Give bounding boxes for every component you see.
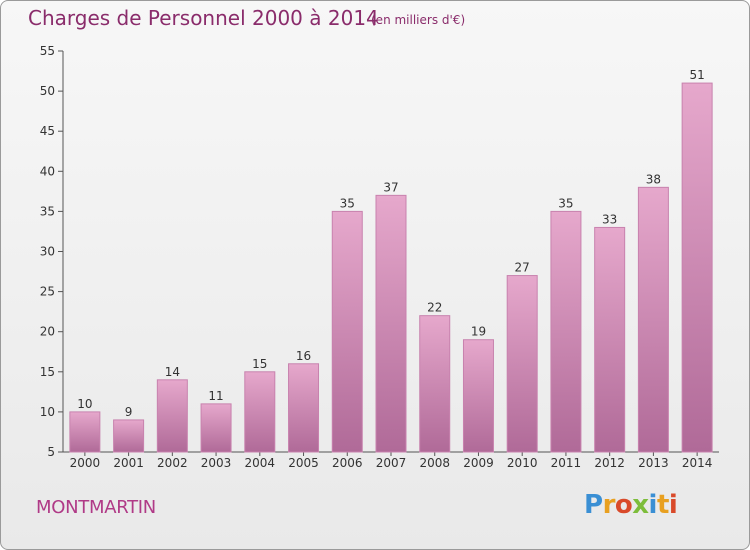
bar-value-label: 11 bbox=[208, 389, 223, 403]
x-tick-label: 2010 bbox=[507, 456, 538, 470]
y-tick-label: 35 bbox=[40, 204, 55, 218]
bar-value-label: 9 bbox=[125, 405, 133, 419]
x-tick-label: 2008 bbox=[419, 456, 450, 470]
bar-value-label: 27 bbox=[515, 261, 530, 275]
logo-letter: i bbox=[668, 490, 678, 520]
place-name: MONTMARTIN bbox=[36, 497, 156, 518]
bar bbox=[200, 403, 232, 453]
chart-bars bbox=[69, 82, 713, 453]
bar-value-label: 37 bbox=[383, 180, 398, 194]
bar bbox=[375, 194, 407, 453]
logo-letter: x bbox=[632, 490, 649, 520]
logo-letter: i bbox=[648, 490, 658, 520]
chart-subtitle: (en milliers d'€) bbox=[371, 13, 466, 27]
bar bbox=[113, 419, 145, 453]
y-tick-label: 55 bbox=[40, 44, 55, 58]
bar-value-label: 16 bbox=[296, 349, 311, 363]
y-tick-label: 40 bbox=[40, 164, 55, 178]
logo-letter: r bbox=[602, 490, 616, 520]
bar-value-label: 35 bbox=[340, 196, 355, 210]
x-tick-label: 2003 bbox=[201, 456, 232, 470]
x-tick-label: 2006 bbox=[332, 456, 363, 470]
proxiti-logo: Proxiti bbox=[584, 490, 678, 520]
logo-letter: t bbox=[656, 490, 669, 520]
bar bbox=[244, 371, 276, 453]
bar bbox=[681, 82, 713, 453]
bar-value-label: 14 bbox=[165, 365, 180, 379]
y-tick-label: 50 bbox=[40, 84, 55, 98]
bar-value-label: 38 bbox=[646, 172, 661, 186]
x-tick-label: 2013 bbox=[638, 456, 669, 470]
bar-value-label: 19 bbox=[471, 325, 486, 339]
bar-value-label: 15 bbox=[252, 357, 267, 371]
bar-value-label: 33 bbox=[602, 212, 617, 226]
bar bbox=[419, 315, 451, 453]
chart-title: Charges de Personnel 2000 à 2014 bbox=[28, 6, 379, 30]
y-tick-label: 5 bbox=[47, 445, 55, 459]
bar bbox=[550, 210, 582, 453]
bar bbox=[288, 363, 320, 453]
bar-value-label: 10 bbox=[77, 397, 92, 411]
bar bbox=[637, 186, 669, 453]
bar-value-label: 35 bbox=[558, 196, 573, 210]
y-tick-label: 20 bbox=[40, 325, 55, 339]
x-tick-label: 2000 bbox=[70, 456, 101, 470]
y-tick-label: 30 bbox=[40, 245, 55, 259]
bar bbox=[69, 411, 101, 453]
y-tick-label: 10 bbox=[40, 405, 55, 419]
x-tick-label: 2011 bbox=[551, 456, 582, 470]
bar bbox=[594, 226, 626, 453]
bar bbox=[506, 275, 538, 453]
logo-letter: P bbox=[584, 490, 603, 520]
x-tick-label: 2005 bbox=[288, 456, 319, 470]
y-tick-label: 15 bbox=[40, 365, 55, 379]
y-tick-label: 25 bbox=[40, 285, 55, 299]
x-tick-label: 2007 bbox=[376, 456, 407, 470]
y-tick-label: 45 bbox=[40, 124, 55, 138]
x-tick-label: 2009 bbox=[463, 456, 494, 470]
bar-value-label: 22 bbox=[427, 301, 442, 315]
x-tick-label: 2002 bbox=[157, 456, 188, 470]
chart-labels: 2000 10 2001 9 2002 14 2003 11 2004 15 2005 16 2006 3… bbox=[70, 68, 713, 470]
bar bbox=[156, 379, 188, 453]
bar-value-label: 51 bbox=[689, 68, 704, 82]
bar bbox=[462, 339, 494, 453]
x-tick-label: 2001 bbox=[113, 456, 144, 470]
x-tick-label: 2012 bbox=[594, 456, 625, 470]
bar bbox=[331, 210, 363, 453]
logo-letter: o bbox=[614, 490, 633, 520]
x-tick-label: 2014 bbox=[682, 456, 713, 470]
x-tick-label: 2004 bbox=[245, 456, 276, 470]
